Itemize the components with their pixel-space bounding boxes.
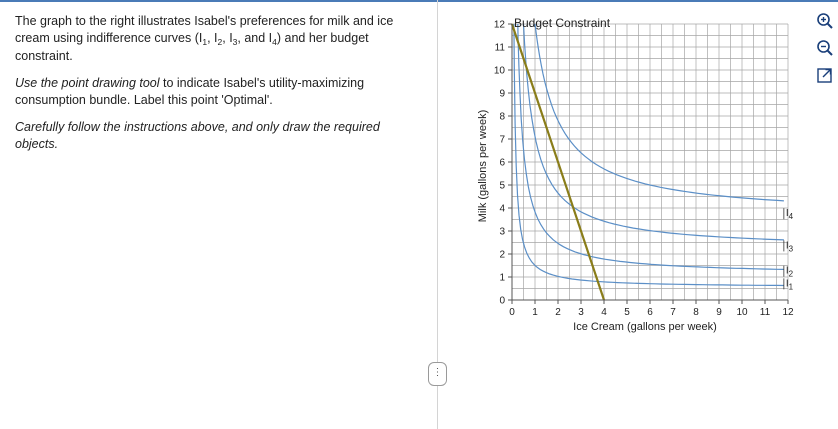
y-tick-label: 6	[499, 158, 505, 169]
curve-label-I3: I3	[786, 240, 794, 253]
x-axis-title: Ice Cream (gallons per week)	[573, 321, 717, 333]
graph-toolbar	[816, 12, 838, 93]
x-tick-label: 1	[532, 307, 538, 318]
indifference-curve-1	[513, 23, 784, 287]
y-tick-label: 4	[499, 204, 505, 215]
curve-label-I4: I4	[786, 208, 794, 221]
x-tick-label: 8	[693, 307, 699, 318]
zoom-out-icon[interactable]	[816, 39, 834, 57]
x-tick-label: 9	[716, 307, 722, 318]
y-tick-label: 12	[494, 20, 506, 31]
x-tick-label: 2	[555, 307, 561, 318]
y-tick-label: 8	[499, 112, 505, 123]
x-tick-label: 6	[647, 307, 653, 318]
question-note: Carefully follow the instructions above,…	[15, 120, 380, 151]
graph-area[interactable]: I1 I2 I3 I4 0 1 2 3 4 5 6 7 8 9 10 11 12 0 1 2 3 4 5 6 7 8 9 10 11 1…	[472, 8, 802, 338]
y-tick-label: 7	[499, 135, 505, 146]
question-instruction: Use the point drawing tool to indicate I…	[15, 76, 365, 107]
x-tick-label: 0	[509, 307, 515, 318]
x-tick-label: 7	[670, 307, 676, 318]
panel-divider[interactable]	[437, 0, 438, 429]
y-tick-label: 3	[499, 227, 505, 238]
x-tick-label: 4	[601, 307, 607, 318]
y-tick-label: 9	[499, 89, 505, 100]
y-axis-title: Milk (gallons per week)	[477, 110, 489, 222]
y-tick-label: 2	[499, 250, 505, 261]
top-accent-rule	[0, 0, 838, 2]
budget-constraint-line[interactable]	[510, 23, 606, 301]
y-tick-label: 10	[494, 66, 506, 77]
y-tick-label: 0	[499, 296, 505, 307]
y-tick-label: 11	[495, 43, 506, 54]
indifference-curve-2	[517, 23, 784, 270]
zoom-in-icon[interactable]	[816, 12, 834, 30]
indifference-curve-4	[534, 23, 784, 202]
x-tick-label: 3	[578, 307, 584, 318]
y-tick-label: 5	[499, 181, 505, 192]
y-tick-label: 1	[499, 273, 505, 284]
x-tick-label: 12	[782, 307, 794, 318]
curve-label-I1: I1	[786, 278, 794, 291]
divider-drag-handle[interactable]: ⋮	[428, 362, 447, 386]
curve-label-I2: I2	[786, 266, 794, 279]
expand-window-icon[interactable]	[816, 66, 834, 84]
x-tick-label: 11	[760, 307, 771, 318]
chart-title: Budget Constraint	[514, 16, 611, 30]
question-panel: The graph to the right illustrates Isabe…	[15, 13, 415, 163]
x-tick-label: 5	[624, 307, 630, 318]
x-tick-label: 10	[736, 307, 748, 318]
question-intro: The graph to the right illustrates Isabe…	[15, 14, 394, 63]
indifference-curve-3	[522, 23, 784, 241]
